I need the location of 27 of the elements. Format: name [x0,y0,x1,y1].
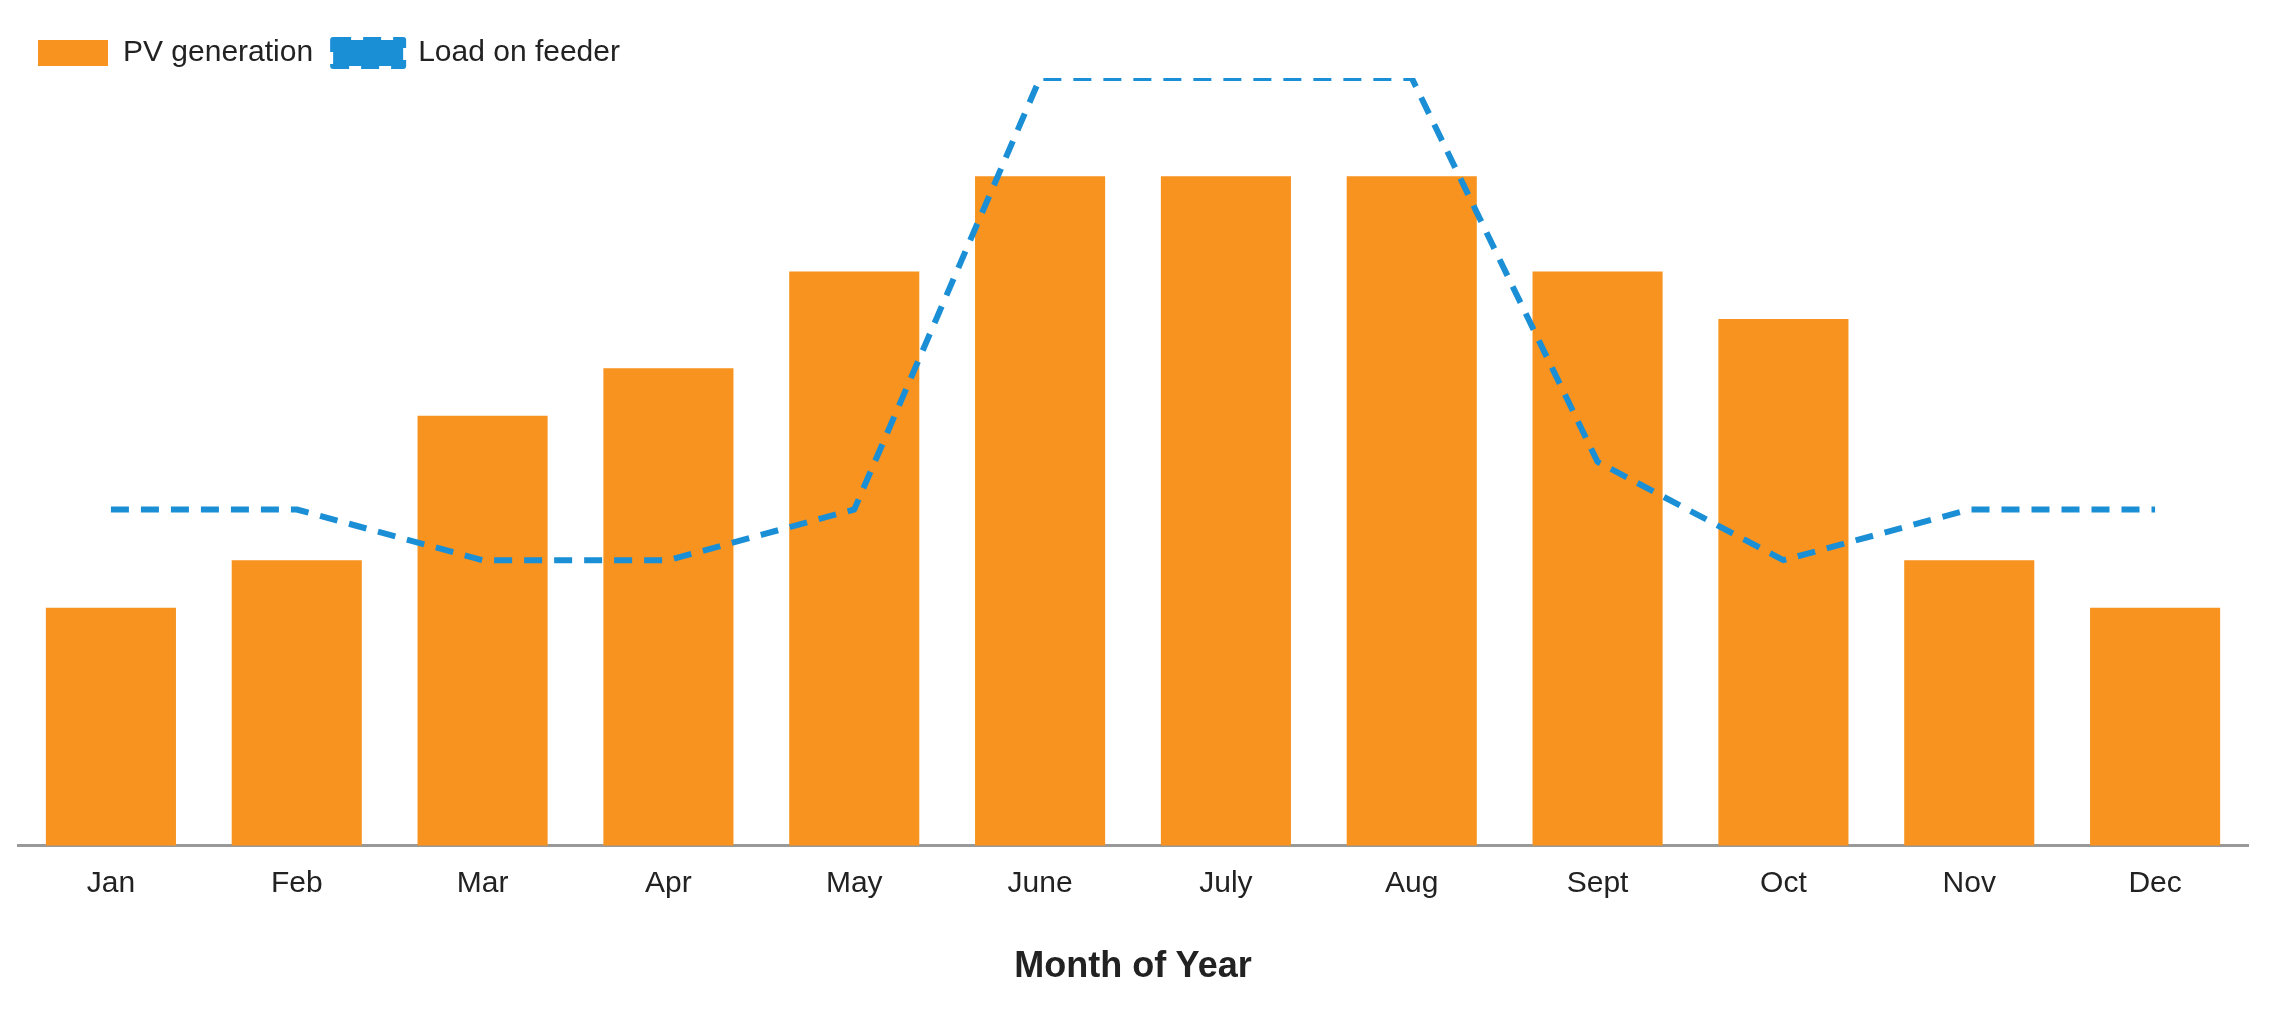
bar [2090,607,2221,846]
x-tick-label: Jan [86,865,136,899]
x-tick-label: Apr [645,865,692,899]
bar [1718,319,1849,846]
x-tick-label: Aug [1385,865,1439,899]
x-tick-label: Nov [1942,865,1996,899]
bar [45,607,176,846]
bar [231,560,362,846]
legend-label: PV generation [123,34,314,68]
bar [1532,271,1663,846]
bar [1160,176,1291,846]
bar [1346,176,1477,846]
bar [789,271,920,846]
bar [417,415,548,846]
bar [975,176,1106,846]
x-tick-label: Sept [1566,865,1630,899]
x-tick-label: July [1199,865,1253,899]
x-tick-label: June [1007,865,1073,899]
legend-label: Load on feeder [418,34,620,68]
x-tick-label: Dec [2128,865,2182,899]
x-tick-label: May [825,865,883,899]
x-axis-title: Month of Year [1014,944,1252,986]
bar [603,368,734,846]
bar [1904,560,2035,846]
x-tick-label: Oct [1760,865,1808,899]
x-tick-label: Mar [456,865,509,899]
x-tick-label: Feb [270,865,323,899]
